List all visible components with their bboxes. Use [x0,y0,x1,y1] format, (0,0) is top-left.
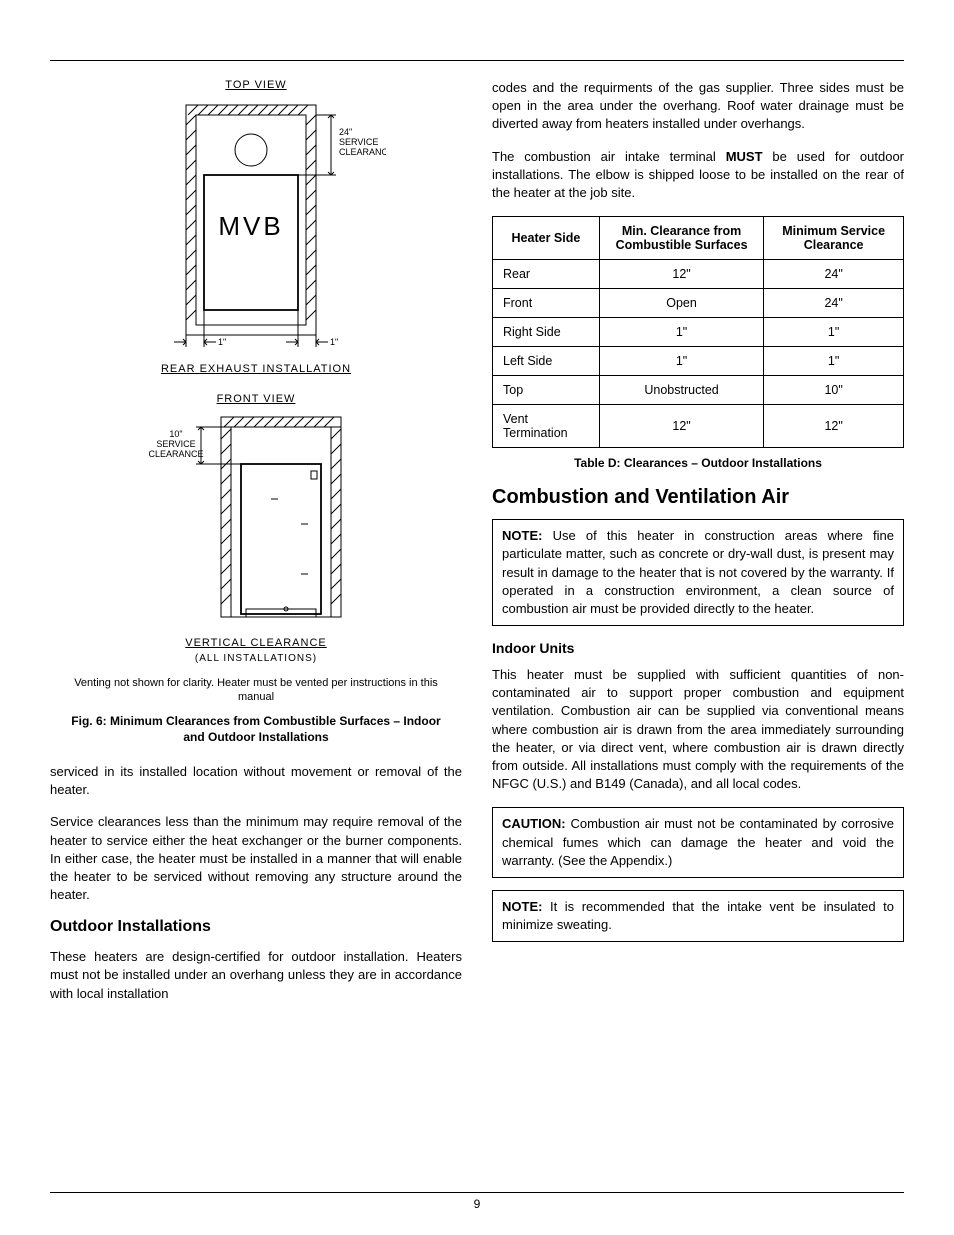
combustion-ventilation-heading: Combustion and Ventilation Air [492,486,904,509]
right-para-3: This heater must be supplied with suffic… [492,666,904,793]
svg-text:10": 10" [169,429,182,439]
svg-text:SERVICE: SERVICE [339,137,378,147]
note-box-2: NOTE: It is recommended that the intake … [492,890,904,942]
table-row: FrontOpen24" [493,289,904,318]
page: TOP VIEW [0,0,954,1235]
table-row: TopUnobstructed10" [493,376,904,405]
front-view-svg: 10" SERVICE CLEARANCE [146,409,366,629]
svg-text:SERVICE: SERVICE [156,439,195,449]
page-number: 9 [0,1197,954,1211]
svg-text:1": 1" [218,337,226,347]
table-row: Vent Termination12"12" [493,405,904,448]
bottom-rule [50,1192,904,1193]
svg-text:1": 1" [330,337,338,347]
rear-exhaust-caption: REAR EXHAUST INSTALLATION [50,363,462,375]
svg-text:24": 24" [339,127,352,137]
th-min-service: Minimum Service Clearance [764,217,904,260]
caution-box: CAUTION: Combustion air must not be cont… [492,807,904,878]
left-para-3: These heaters are design-certified for o… [50,948,462,1003]
table-header-row: Heater Side Min. Clearance from Combusti… [493,217,904,260]
svg-text:CLEARANCE: CLEARANCE [148,449,203,459]
front-view-diagram: FRONT VIEW [50,393,462,664]
table-caption: Table D: Clearances – Outdoor Installati… [492,456,904,470]
note-label: NOTE: [502,899,542,914]
unit-label: MVB [218,211,283,241]
th-min-clearance: Min. Clearance from Combustible Surfaces [599,217,763,260]
note-box-1: NOTE: Use of this heater in construction… [492,519,904,626]
top-view-title: TOP VIEW [50,79,462,91]
outdoor-installations-heading: Outdoor Installations [50,918,462,936]
top-view-diagram: TOP VIEW [50,79,462,375]
left-para-1: serviced in its installed location witho… [50,763,462,799]
note-label: NOTE: [502,528,542,543]
right-para-2: The combustion air intake terminal MUST … [492,148,904,203]
th-heater-side: Heater Side [493,217,600,260]
top-rule [50,60,904,61]
figure-note: Venting not shown for clarity. Heater mu… [70,676,442,705]
two-column-layout: TOP VIEW [50,79,904,1003]
table-row: Right Side1"1" [493,318,904,347]
caution-label: CAUTION: [502,816,566,831]
top-view-svg: MVB 24" SERVICE CLEARANCE 1" [126,95,386,355]
svg-text:CLEARANCE: CLEARANCE [339,147,386,157]
right-para-1: codes and the requirments of the gas sup… [492,79,904,134]
all-installations-caption: (ALL INSTALLATIONS) [50,653,462,664]
indoor-units-heading: Indoor Units [492,640,904,656]
left-column: TOP VIEW [50,79,462,1003]
front-view-title: FRONT VIEW [50,393,462,405]
figure-caption: Fig. 6: Minimum Clearances from Combusti… [70,713,442,745]
left-para-2: Service clearances less than the minimum… [50,813,462,904]
table-row: Left Side1"1" [493,347,904,376]
clearance-table: Heater Side Min. Clearance from Combusti… [492,216,904,448]
table-row: Rear12"24" [493,260,904,289]
vertical-clearance-caption: VERTICAL CLEARANCE [50,637,462,649]
right-column: codes and the requirments of the gas sup… [492,79,904,1003]
